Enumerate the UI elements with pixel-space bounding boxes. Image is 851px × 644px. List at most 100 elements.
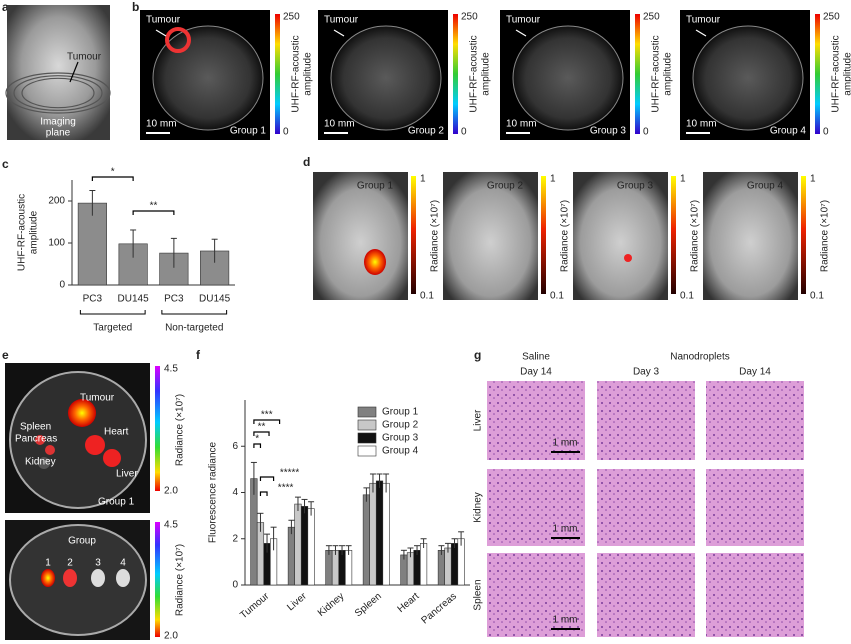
- bar: [294, 503, 302, 586]
- photo-body: [330, 25, 442, 131]
- label: UHF-RF-acoustic: [831, 35, 842, 112]
- y-tick-label: 200: [48, 196, 65, 207]
- label: amplitude: [481, 52, 492, 96]
- significance: ****: [278, 483, 294, 494]
- label: 10 mm: [324, 119, 355, 130]
- significance-bracket: [253, 419, 281, 424]
- label: 250: [461, 12, 478, 23]
- label: 1: [680, 174, 686, 185]
- label: 4.5: [164, 520, 178, 531]
- dish: [9, 371, 147, 509]
- legend-swatch: [357, 406, 377, 418]
- panel-label: f: [196, 348, 201, 362]
- legend-label: Group 2: [382, 420, 419, 431]
- photo-body: [692, 25, 804, 131]
- colorbar: [801, 176, 806, 294]
- label: Tumour: [67, 52, 102, 63]
- label: 1: [45, 558, 51, 569]
- y-tick-label: 100: [48, 238, 65, 249]
- photo: [573, 172, 668, 300]
- label: Radiance (×10⁷): [175, 544, 186, 616]
- arrow: [69, 61, 79, 83]
- label: 4.5: [164, 364, 178, 375]
- x-tick-label: Pancreas: [419, 591, 458, 627]
- group-label: Non-targeted: [165, 323, 223, 334]
- label: 0: [643, 127, 649, 138]
- significance: *: [255, 434, 259, 445]
- significance: **: [150, 201, 158, 212]
- label: Tumour: [686, 15, 721, 26]
- legend-label: Group 3: [382, 433, 419, 444]
- bar: [382, 482, 390, 586]
- label: 250: [643, 12, 660, 23]
- x-tick-label: PC3: [83, 294, 103, 305]
- colorbar: [411, 176, 416, 294]
- imaging-ring: [13, 75, 103, 111]
- bar: [444, 547, 452, 586]
- label: 250: [283, 12, 300, 23]
- significance: ***: [261, 410, 273, 421]
- label: Kidney: [473, 492, 484, 523]
- organ: [35, 435, 45, 445]
- label: UHF-RF-acoustic: [651, 35, 662, 112]
- label: Nanodroplets: [670, 352, 729, 363]
- legend-swatch: [357, 432, 377, 444]
- label: UHF-RF-acoustic: [291, 35, 302, 112]
- panel-label: b: [132, 0, 139, 14]
- x-tick-label: Heart: [396, 591, 422, 615]
- bar: [338, 550, 346, 586]
- label: 2.0: [164, 631, 178, 642]
- histology: [597, 469, 695, 546]
- colorbar: [155, 366, 160, 491]
- label: Group 1: [98, 497, 135, 508]
- label: Tumour: [324, 15, 359, 26]
- group-bracket: [79, 310, 146, 315]
- significance: **: [258, 422, 266, 433]
- bar: [420, 543, 428, 586]
- colorbar: [671, 176, 676, 294]
- panel-label: c: [2, 157, 9, 171]
- tumour-signal: [364, 249, 386, 275]
- organ: [116, 569, 130, 587]
- arrow: [155, 29, 167, 37]
- label: Tumour: [146, 15, 181, 26]
- label: Heart: [104, 427, 129, 438]
- y-axis-label: Fluorescence radiance: [208, 441, 219, 543]
- colorbar: [635, 14, 640, 134]
- bar: [307, 508, 315, 586]
- significance-bracket: [91, 176, 134, 181]
- organ: [45, 445, 55, 455]
- label: Radiance (×10⁷): [560, 200, 571, 272]
- imaging-ring: [21, 77, 95, 109]
- label: Imaging: [40, 117, 76, 128]
- x-tick-label: Liver: [285, 590, 309, 613]
- photo: [703, 172, 798, 300]
- label: 0.1: [810, 291, 824, 302]
- label: UHF-RF-acoustic: [469, 35, 480, 112]
- bar: [345, 550, 353, 586]
- group-bracket: [161, 310, 228, 315]
- y-tick-label: 0: [59, 280, 65, 291]
- arrow: [515, 29, 527, 37]
- panel-label: e: [2, 348, 9, 362]
- significance: *: [111, 167, 115, 178]
- legend-swatch: [357, 445, 377, 457]
- label: Group 4: [770, 126, 807, 137]
- label: 0.1: [680, 291, 694, 302]
- y-tick-label: 0: [232, 580, 238, 591]
- label: Group 1: [230, 126, 267, 137]
- colorbar: [155, 522, 160, 637]
- imaging-ring: [5, 72, 111, 114]
- label: 0.1: [420, 291, 434, 302]
- colorbar: [453, 14, 458, 134]
- label: Group 4: [747, 181, 784, 192]
- bar: [437, 550, 445, 586]
- label: 1 mm: [553, 524, 578, 535]
- bar: [300, 506, 309, 586]
- histology: [706, 381, 804, 460]
- label: Tumour: [506, 15, 541, 26]
- y-tick-label: 6: [232, 441, 238, 452]
- tumour-signal: [165, 27, 191, 53]
- histology: [706, 553, 804, 637]
